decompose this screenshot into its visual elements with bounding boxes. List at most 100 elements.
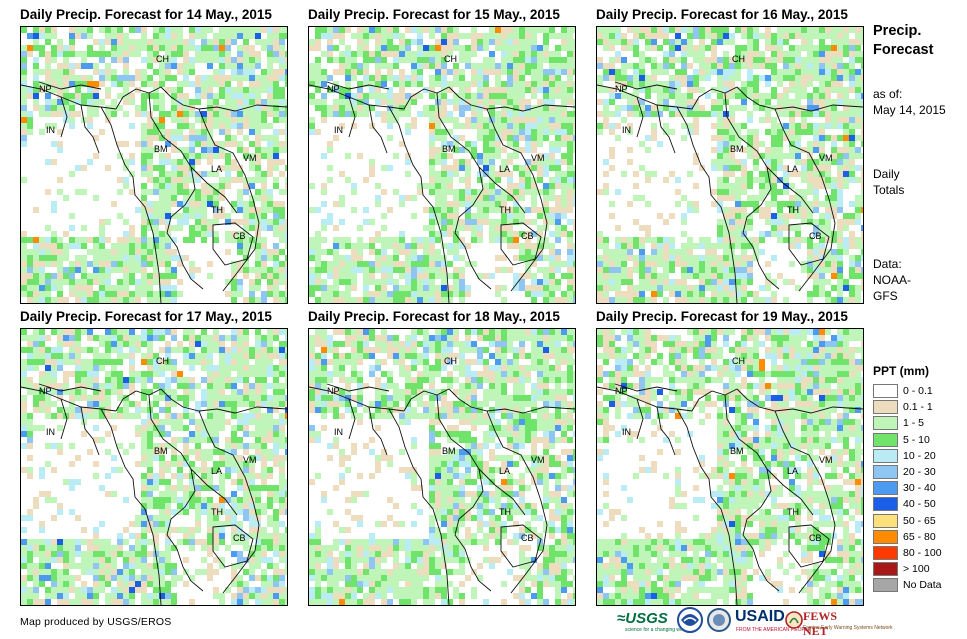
border-line xyxy=(500,222,542,266)
legend: 0 - 0.1 0.1 - 1 1 - 5 5 - 10 10 - 20 20 - 30 3… xyxy=(873,383,965,593)
usaid-logo: USAID FROM THE AMERICAN PEOPLE xyxy=(735,606,811,634)
border-line xyxy=(454,534,492,592)
precip-raster xyxy=(21,27,287,303)
panel-title: Daily Precip. Forecast for 14 May., 2015 xyxy=(20,7,272,22)
country-label-bm: BM xyxy=(730,144,744,154)
precip-raster xyxy=(309,27,575,303)
border-line xyxy=(454,232,492,290)
border-line xyxy=(80,406,100,456)
usgs-wordmark: ≈USGS xyxy=(617,610,668,627)
precip-map: CH NP IN BM LA VM TH CB xyxy=(597,27,863,303)
map-panel: Daily Precip. Forecast for 15 May., 2015… xyxy=(308,4,598,304)
border-line xyxy=(100,408,162,605)
country-label-la: LA xyxy=(787,164,798,174)
country-label-ch: CH xyxy=(444,54,457,64)
legend-label: 5 - 10 xyxy=(903,433,930,446)
country-label-cb: CB xyxy=(233,533,246,543)
country-label-bm: BM xyxy=(154,144,168,154)
border-line xyxy=(388,106,450,303)
legend-swatch xyxy=(873,384,898,398)
precip-map: CH NP IN BM LA VM TH CB xyxy=(309,329,575,605)
legend-label: > 100 xyxy=(903,563,930,576)
sidebar-title-line2: Forecast xyxy=(873,42,934,58)
precip-map: CH NP IN BM LA VM TH CB xyxy=(597,329,863,605)
border-line xyxy=(326,383,390,392)
usgs-logo: ≈USGS science for a changing world xyxy=(617,606,688,634)
legend-swatch xyxy=(873,464,898,479)
legend-row: 1 - 5 xyxy=(873,415,965,431)
country-label-vm: VM xyxy=(531,153,545,163)
border-line xyxy=(160,388,287,414)
country-label-np: NP xyxy=(39,84,52,94)
sidebar-title-line1: Precip. xyxy=(873,23,922,39)
border-line xyxy=(80,104,100,154)
border-line xyxy=(368,104,388,154)
border-line xyxy=(448,388,575,414)
legend-label: No Data xyxy=(903,579,942,592)
border-line xyxy=(676,106,738,303)
border-line xyxy=(736,388,863,414)
legend-row: 50 - 65 xyxy=(873,513,965,529)
border-line xyxy=(309,386,405,412)
usaid-wordmark: USAID xyxy=(735,608,785,625)
precip-raster xyxy=(597,27,863,303)
noaa-logo xyxy=(677,606,703,634)
usaid-tagline: FROM THE AMERICAN PEOPLE xyxy=(736,627,811,633)
border-line xyxy=(115,86,162,110)
map-frame: CH NP IN BM LA VM TH CB xyxy=(308,328,576,606)
legend-swatch xyxy=(873,529,898,544)
legend-row: 0.1 - 1 xyxy=(873,399,965,415)
country-label-ch: CH xyxy=(156,54,169,64)
doi-logo xyxy=(707,606,731,634)
map-panel: Daily Precip. Forecast for 17 May., 2015… xyxy=(20,306,310,606)
country-label-la: LA xyxy=(499,164,510,174)
legend-swatch xyxy=(873,416,898,431)
totals-block: Daily Totals xyxy=(873,166,904,198)
country-label-np: NP xyxy=(615,386,628,396)
map-panel: Daily Precip. Forecast for 14 May., 2015… xyxy=(20,4,310,304)
legend-swatch xyxy=(873,578,898,593)
legend-label: 50 - 65 xyxy=(903,514,936,527)
border-line xyxy=(212,222,254,266)
border-line xyxy=(691,86,738,110)
precip-raster xyxy=(597,329,863,605)
border-line xyxy=(21,386,117,412)
panel-title: Daily Precip. Forecast for 15 May., 2015 xyxy=(308,7,560,22)
country-label-ch: CH xyxy=(732,54,745,64)
precip-map: CH NP IN BM LA VM TH CB xyxy=(21,27,287,303)
map-frame: CH NP IN BM LA VM TH CB xyxy=(308,26,576,304)
precip-raster xyxy=(21,329,287,605)
country-label-ch: CH xyxy=(444,356,457,366)
country-label-in: IN xyxy=(334,125,343,135)
border-line xyxy=(486,410,548,594)
legend-label: 20 - 30 xyxy=(903,465,936,478)
asof-label: as of: xyxy=(873,87,903,101)
legend-swatch xyxy=(873,400,898,415)
border-line xyxy=(486,108,548,292)
legend-swatch xyxy=(873,481,898,496)
border-line xyxy=(597,386,693,412)
map-frame: CH NP IN BM LA VM TH CB xyxy=(596,26,864,304)
map-panel: Daily Precip. Forecast for 16 May., 2015… xyxy=(596,4,886,304)
border-line xyxy=(60,96,68,138)
border-line xyxy=(388,408,450,605)
legend-swatch xyxy=(873,448,898,463)
sidebar-title: Precip. Forecast xyxy=(873,22,933,60)
legend-label: 40 - 50 xyxy=(903,498,936,511)
border-line xyxy=(774,410,836,594)
country-label-vm: VM xyxy=(243,455,257,465)
logo-strip: ≈USGS science for a changing world USAID… xyxy=(617,606,893,638)
legend-row: 10 - 20 xyxy=(873,448,965,464)
border-line xyxy=(478,468,526,516)
data-label: Data: xyxy=(873,257,902,271)
legend-swatch xyxy=(873,432,898,447)
legend-label: 30 - 40 xyxy=(903,482,936,495)
border-line xyxy=(742,534,780,592)
legend-label: 1 - 5 xyxy=(903,417,925,430)
border-line xyxy=(166,534,204,592)
country-label-cb: CB xyxy=(521,231,534,241)
legend-row: No Data xyxy=(873,577,965,593)
country-label-th: TH xyxy=(787,205,799,215)
country-label-th: TH xyxy=(499,205,511,215)
country-label-bm: BM xyxy=(442,446,456,456)
